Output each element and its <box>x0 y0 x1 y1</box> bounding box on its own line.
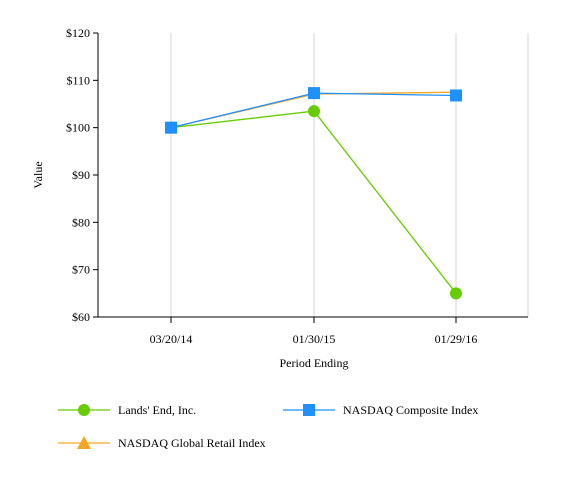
legend-marker <box>77 436 91 449</box>
data-point <box>165 121 177 134</box>
y-tick-label: $80 <box>72 215 90 229</box>
y-tick-label: $60 <box>72 310 90 324</box>
y-tick-label: $110 <box>66 73 90 87</box>
legend-swatch <box>58 436 110 449</box>
data-point <box>308 87 320 100</box>
grid-lines <box>170 33 529 317</box>
y-tick-label: $120 <box>66 26 90 40</box>
y-axis-label: Value <box>31 161 45 188</box>
data-point <box>308 105 320 118</box>
y-tick-labels: $60 $70 $80 $90 $100 $110 $120 <box>66 26 98 324</box>
data-point <box>450 287 462 300</box>
y-tick-label: $70 <box>72 263 90 277</box>
legend-item: Lands' End, Inc. <box>58 400 196 420</box>
x-tick-label: 01/30/15 <box>293 332 336 346</box>
series-2 <box>165 87 462 134</box>
legend-item: NASDAQ Composite Index <box>283 400 478 420</box>
legend-swatch <box>283 404 335 416</box>
x-tick-label: 01/29/16 <box>435 332 478 346</box>
legend-label: NASDAQ Composite Index <box>343 402 479 417</box>
legend-marker <box>78 404 90 416</box>
series <box>165 87 462 300</box>
y-tick-label: $90 <box>72 168 90 182</box>
axes <box>97 33 528 318</box>
legend-label: Lands' End, Inc. <box>118 402 197 417</box>
legend-item: NASDAQ Global Retail Index <box>58 433 266 453</box>
x-axis-label: Period Ending <box>280 356 349 370</box>
x-tick-labels: 03/20/14 01/30/15 01/29/16 <box>150 317 478 346</box>
data-point <box>450 89 462 102</box>
legend-marker <box>303 404 315 416</box>
y-tick-label: $100 <box>66 121 90 135</box>
legend-label: NASDAQ Global Retail Index <box>118 435 266 450</box>
legend-swatch <box>58 404 110 416</box>
x-tick-label: 03/20/14 <box>150 332 193 346</box>
